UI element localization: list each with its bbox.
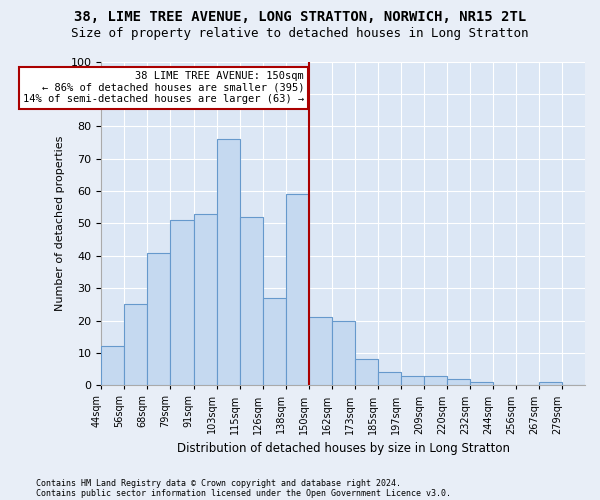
Bar — [101, 346, 124, 386]
Text: 38 LIME TREE AVENUE: 150sqm
← 86% of detached houses are smaller (395)
14% of se: 38 LIME TREE AVENUE: 150sqm ← 86% of det… — [23, 71, 304, 104]
Bar — [539, 382, 562, 386]
Bar — [170, 220, 194, 386]
Bar — [332, 320, 355, 386]
Text: Contains HM Land Registry data © Crown copyright and database right 2024.: Contains HM Land Registry data © Crown c… — [36, 478, 401, 488]
Bar — [378, 372, 401, 386]
Y-axis label: Number of detached properties: Number of detached properties — [55, 136, 65, 311]
Text: Contains public sector information licensed under the Open Government Licence v3: Contains public sector information licen… — [36, 488, 451, 498]
Bar — [424, 376, 447, 386]
Bar — [286, 194, 308, 386]
X-axis label: Distribution of detached houses by size in Long Stratton: Distribution of detached houses by size … — [176, 442, 509, 455]
Bar — [263, 298, 286, 386]
Text: 38, LIME TREE AVENUE, LONG STRATTON, NORWICH, NR15 2TL: 38, LIME TREE AVENUE, LONG STRATTON, NOR… — [74, 10, 526, 24]
Bar — [148, 252, 170, 386]
Bar — [124, 304, 148, 386]
Bar — [217, 139, 239, 386]
Bar — [194, 214, 217, 386]
Bar — [447, 379, 470, 386]
Bar — [401, 376, 424, 386]
Bar — [470, 382, 493, 386]
Text: Size of property relative to detached houses in Long Stratton: Size of property relative to detached ho… — [71, 28, 529, 40]
Bar — [308, 318, 332, 386]
Bar — [239, 217, 263, 386]
Bar — [355, 360, 378, 386]
